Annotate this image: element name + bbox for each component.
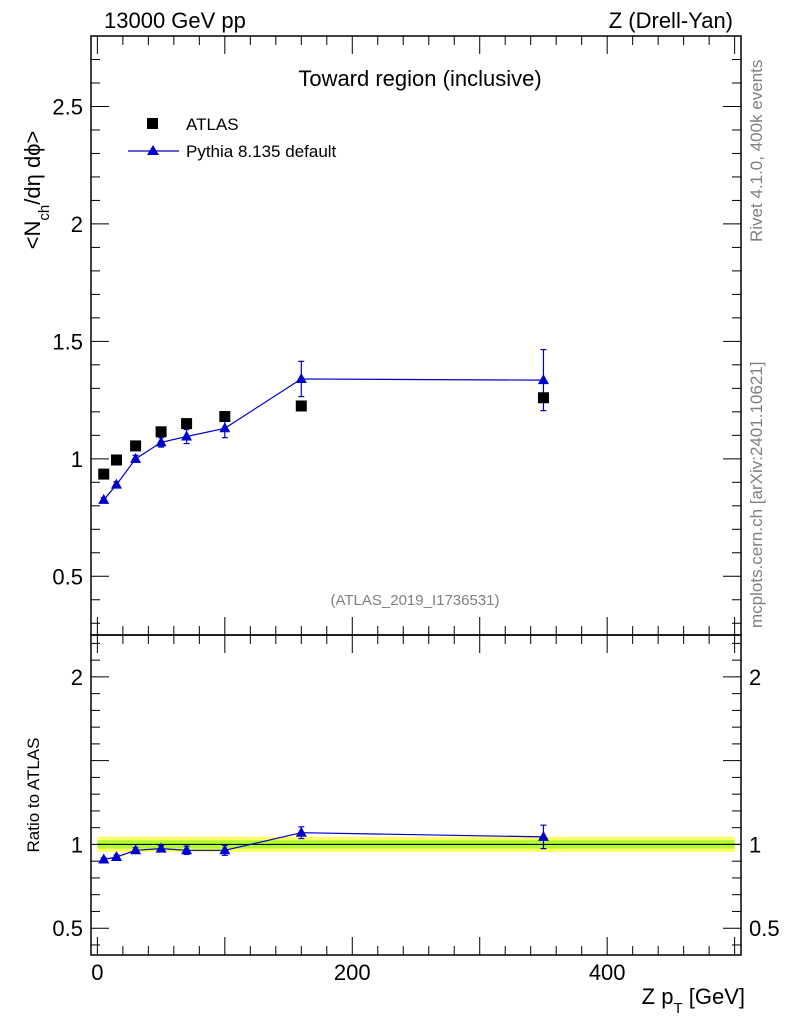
ratio-axis-ticks [91,635,741,955]
ratio-y-tick-label-right: 2 [749,665,761,690]
ylabel-rest: /dη dϕ> [20,131,45,205]
legend-pythia-label: Pythia 8.135 default [186,142,337,161]
xlabel-rest: [GeV] [683,984,745,1009]
pythia-point [110,478,122,489]
atlas-point [98,468,110,480]
y-tick-label: 2.5 [52,94,83,119]
xlabel-base: Z p [642,984,674,1009]
ratio-y-tick-label-left: 2 [71,665,83,690]
pythia-point [219,422,231,433]
pythia-point [155,436,167,447]
ylabel-subscript: ch [36,205,53,221]
header-right-label: Z (Drell-Yan) [609,8,733,33]
pythia-point [181,430,193,441]
atlas-point [110,454,122,466]
atlas-point [155,426,167,438]
pythia-point [295,372,307,383]
ratio-panel-frame [90,634,742,956]
analysis-watermark: (ATLAS_2019_I1736531) [330,592,499,609]
ratio-y-tick-label-right: 1 [749,832,761,857]
pythia-point [130,452,142,463]
header-left-label: 13000 GeV pp [104,8,246,33]
y-tick-label: 0.5 [52,564,83,589]
pythia-point [537,374,549,385]
y-tick-label: 1.5 [52,329,83,354]
rivet-version-label: Rivet 4.1.0, 400k events [747,60,766,242]
ratio-pythia-point [181,844,193,855]
ratio-pythia-point [295,826,307,837]
ratio-pythia-point [98,853,110,864]
xlabel-subscript: T [673,1000,682,1017]
ratio-y-axis-label: Ratio to ATLAS [24,738,43,853]
main-y-axis-label: <Nch/dη dϕ> [20,131,53,250]
main-series-layer [98,348,549,504]
ratio-y-tick-label-right: 0.5 [749,916,780,941]
y-tick-label: 2 [71,212,83,237]
main-axis-ticks [91,36,741,635]
legend: ATLAS Pythia 8.135 default [128,115,337,161]
atlas-point [219,411,231,423]
ratio-series-layer [98,824,549,864]
legend-atlas-label: ATLAS [186,115,239,134]
x-tick-labels: 0 200 400 [91,960,625,985]
y-tick-label: 1 [71,447,83,472]
ratio-pythia-point [130,844,142,855]
ratio-pythia-line [103,832,544,861]
main-panel: 0.5 1 1.5 2 2.5 Toward region (inclusive) (A… [20,35,742,636]
ratio-y-tick-label-left: 0.5 [52,916,83,941]
atlas-point [181,418,193,430]
ratio-pythia-point [219,844,231,855]
atlas-point [295,400,307,412]
legend-atlas-marker [147,118,158,129]
ratio-pythia-point [155,842,167,853]
x-axis-label: Z pT [GeV] [642,984,745,1017]
x-tick-label: 0 [91,960,103,985]
ratio-panel: 0.5 0.5 1 1 2 2 0 200 400 Ratio to ATLAS Z pT [… [24,634,780,1017]
legend-pythia-marker [147,145,159,155]
atlas-point [130,440,142,452]
pythia-line [103,378,544,501]
atlas-point [537,392,549,404]
ratio-pythia-point [537,830,549,841]
ratio-band-layer [97,836,741,852]
ratio-y-tick-labels: 0.5 0.5 1 1 2 2 [52,665,779,941]
ylabel-base: <N [20,221,45,250]
main-y-tick-labels: 0.5 1 1.5 2 2.5 [52,94,83,589]
source-label: mcplots.cern.ch [arXiv:2401.10621] [747,362,766,628]
x-tick-label: 400 [589,960,626,985]
ratio-pythia-point [110,850,122,861]
x-tick-label: 200 [334,960,371,985]
main-plot-title: Toward region (inclusive) [298,66,541,91]
ratio-y-tick-label-left: 1 [71,832,83,857]
pythia-point [98,493,110,504]
